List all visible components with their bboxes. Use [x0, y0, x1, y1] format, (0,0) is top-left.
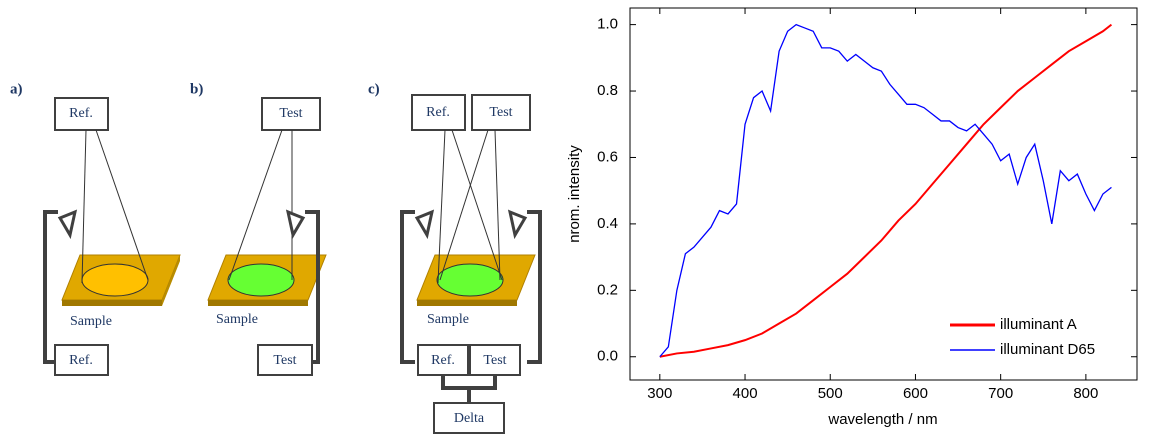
x-axis-label: wavelength / nm — [827, 411, 937, 428]
y-axis-label: nrom. intensity — [566, 145, 583, 243]
x-tick-label: 500 — [818, 385, 843, 402]
y-tick-label: 0.8 — [597, 82, 618, 99]
sample-label: Sample — [70, 314, 112, 329]
ray — [439, 129, 489, 281]
spot — [227, 263, 295, 297]
x-tick-label: 800 — [1073, 385, 1098, 402]
diagram: a) Ref. Sample Ref. b) Test Sample Test … — [10, 81, 542, 434]
y-tick-label: 0.6 — [597, 148, 618, 165]
spot — [436, 263, 504, 297]
y-tick-label: 0.0 — [597, 348, 618, 365]
plate-edge — [417, 300, 517, 306]
y-tick-label: 0.2 — [597, 281, 618, 298]
x-tick-label: 400 — [733, 385, 758, 402]
bracket — [43, 210, 58, 364]
x-tick-label: 300 — [647, 385, 672, 402]
panel-label: b) — [190, 81, 203, 97]
y-tick-label: 1.0 — [597, 16, 618, 33]
box-label: Test — [483, 353, 506, 368]
series-line — [659, 23, 1112, 358]
detector — [414, 209, 435, 240]
box-label: Ref. — [69, 353, 93, 368]
ray — [81, 129, 87, 284]
box — [417, 344, 469, 376]
box-label: Delta — [454, 411, 485, 426]
box-label: Ref. — [426, 105, 450, 120]
plate-edge — [208, 300, 308, 306]
box-label: Ref. — [69, 106, 93, 121]
box — [411, 94, 466, 131]
panel-label: a) — [10, 81, 23, 97]
box — [469, 344, 521, 376]
box — [257, 344, 313, 376]
ray — [451, 129, 503, 281]
plot-frame — [629, 7, 1138, 381]
sample-label: Sample — [427, 312, 469, 327]
sample-label: Sample — [216, 312, 258, 327]
ray — [437, 129, 446, 284]
box — [54, 344, 109, 376]
box — [433, 402, 505, 434]
box-label: Test — [279, 106, 302, 121]
series-line — [659, 23, 1113, 358]
legend-label: illuminant A — [1000, 316, 1077, 333]
box — [54, 97, 109, 131]
ray — [228, 129, 283, 281]
box-label: Test — [489, 105, 512, 120]
box-label: Ref. — [431, 353, 455, 368]
chart: wavelength / nm nrom. intensity 300 400 50… — [566, 7, 1138, 428]
detector — [507, 209, 528, 240]
connector — [441, 375, 497, 390]
box-label: Test — [273, 353, 296, 368]
x-tick-label: 700 — [988, 385, 1013, 402]
legend-label: illuminant D65 — [1000, 341, 1095, 358]
y-tick-label: 0.4 — [597, 215, 618, 232]
box — [261, 97, 321, 131]
detector — [285, 209, 306, 240]
bracket — [400, 210, 415, 364]
plate-edge — [162, 255, 180, 306]
spot — [81, 263, 149, 297]
detector — [57, 209, 78, 240]
x-tick-label: 600 — [903, 385, 928, 402]
plate-edge — [62, 300, 162, 306]
panel-label: c) — [368, 81, 380, 97]
box — [471, 94, 531, 131]
ray — [95, 129, 149, 281]
ray — [494, 129, 501, 281]
bracket — [527, 210, 542, 364]
